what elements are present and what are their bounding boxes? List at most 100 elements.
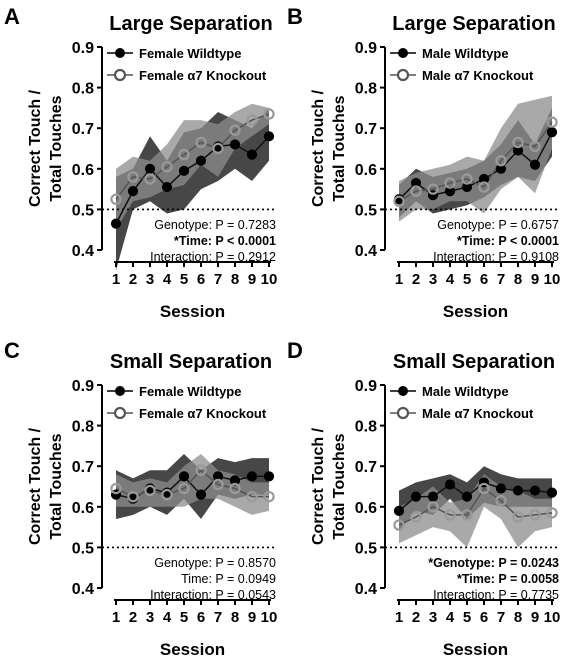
x-tick-label: 4 xyxy=(163,609,172,626)
x-tick-label: 9 xyxy=(531,271,539,288)
data-point-series-2 xyxy=(478,482,490,495)
data-point-series-2 xyxy=(127,171,139,183)
y-tick-label: 0.6 xyxy=(72,500,94,517)
y-tick-label: 0.9 xyxy=(355,40,377,57)
y-tick-label: 0.9 xyxy=(72,378,94,395)
data-point-series-2 xyxy=(161,488,173,501)
data-point-series-2 xyxy=(229,482,241,495)
y-tick-label: 0.4 xyxy=(72,243,94,260)
data-point-series-2 xyxy=(512,136,524,149)
data-point-series-1 xyxy=(512,485,524,496)
x-tick-label: 3 xyxy=(429,271,437,288)
data-point-series-1 xyxy=(546,487,558,498)
stats-line-1: Genotype: P = 0.7283 xyxy=(154,218,276,232)
panel-b: B Large Separation Correct Touch / Total To… xyxy=(287,4,560,321)
data-point-series-2 xyxy=(461,509,473,521)
x-tick-label: 3 xyxy=(146,609,154,626)
data-point-series-2 xyxy=(495,154,507,167)
x-tick-label: 10 xyxy=(261,271,278,288)
legend-marker xyxy=(113,68,127,82)
panel-letter: D xyxy=(287,338,303,363)
x-tick-label: 2 xyxy=(129,271,137,288)
panel-d: D Small Separation Correct Touch / Total To… xyxy=(287,338,561,659)
y-tick-label: 0.7 xyxy=(355,459,377,476)
y-tick-label: 0.4 xyxy=(72,581,94,598)
data-point-series-1 xyxy=(461,491,473,502)
legend-marker xyxy=(115,386,125,396)
x-tick-label: 4 xyxy=(163,271,172,288)
x-tick-label: 10 xyxy=(544,271,561,288)
y-tick-label: 0.5 xyxy=(355,202,377,219)
y-axis-label-line-1: Correct Touch / xyxy=(310,89,327,207)
x-tick-label: 8 xyxy=(514,271,522,288)
data-point-series-2 xyxy=(229,124,241,136)
data-point-series-2 xyxy=(546,116,558,128)
x-tick-label: 10 xyxy=(544,609,561,626)
legend: Female Wildtype Female α7 Knockout xyxy=(107,46,267,83)
data-point-series-2 xyxy=(178,148,190,161)
data-point-series-2 xyxy=(212,142,224,155)
y-tick-label: 0.4 xyxy=(355,581,377,598)
x-tick-label: 7 xyxy=(214,271,222,288)
data-point-series-1 xyxy=(529,159,541,170)
x-tick-label: 4 xyxy=(446,271,455,288)
y-tick-label: 0.5 xyxy=(72,202,94,219)
legend-label: Female α7 Knockout xyxy=(139,68,267,83)
y-tick-label: 0.6 xyxy=(72,162,94,179)
y-tick-label: 0.8 xyxy=(355,81,377,98)
data-point-series-1 xyxy=(195,489,207,500)
stats-line-1: Genotype: P = 0.8570 xyxy=(154,556,276,570)
legend: Female Wildtype Female α7 Knockout xyxy=(107,384,267,421)
panel-letter: C xyxy=(4,338,20,363)
x-tick-label: 6 xyxy=(197,271,205,288)
data-point-series-2 xyxy=(195,464,207,476)
chart-title: Small Separation xyxy=(110,351,272,373)
legend-marker xyxy=(115,48,125,58)
x-tick-label: 7 xyxy=(497,271,505,288)
stats-line-2: *Time: P < 0.0001 xyxy=(457,234,559,248)
x-tick-label: 1 xyxy=(395,609,403,626)
stats-line-3: Interaction: P = 0.7735 xyxy=(433,588,559,602)
x-tick-label: 2 xyxy=(412,271,420,288)
data-point-series-1 xyxy=(127,186,139,197)
x-tick-label: 1 xyxy=(395,271,403,288)
data-point-series-1 xyxy=(427,491,439,502)
legend-marker xyxy=(398,48,408,58)
data-point-series-2 xyxy=(444,177,456,189)
y-tick-label: 0.7 xyxy=(72,459,94,476)
x-tick-label: 5 xyxy=(180,271,188,288)
legend-label: Male Wildtype xyxy=(422,46,509,61)
data-point-series-1 xyxy=(178,471,190,482)
x-tick-label: 1 xyxy=(112,609,120,626)
data-point-series-2 xyxy=(427,501,439,513)
data-point-series-2 xyxy=(263,108,275,120)
y-tick-label: 0.5 xyxy=(72,540,94,557)
legend-label: Male α7 Knockout xyxy=(422,68,534,83)
legend-label: Female Wildtype xyxy=(139,384,241,399)
data-point-series-2 xyxy=(110,482,122,495)
data-point-series-2 xyxy=(529,140,541,153)
data-point-series-1 xyxy=(246,149,258,160)
stats-line-1: *Genotype: P = 0.0243 xyxy=(428,556,559,570)
x-tick-label: 5 xyxy=(180,609,188,626)
x-tick-label: 6 xyxy=(197,609,205,626)
data-point-series-2 xyxy=(178,482,190,495)
series-line-2 xyxy=(115,469,269,498)
legend: Male Wildtype Male α7 Knockout xyxy=(390,384,534,421)
x-axis-label: Session xyxy=(160,302,225,321)
x-tick-label: 5 xyxy=(463,609,471,626)
data-point-series-2 xyxy=(246,490,258,503)
data-point-series-1 xyxy=(110,218,122,229)
x-tick-label: 4 xyxy=(446,609,455,626)
y-tick-label: 0.8 xyxy=(355,419,377,436)
stats-line-3: Interaction: P = 0.0543 xyxy=(150,588,276,602)
data-point-series-2 xyxy=(127,490,139,503)
x-tick-label: 7 xyxy=(214,609,222,626)
x-tick-label: 8 xyxy=(231,271,239,288)
x-axis-label: Session xyxy=(443,302,508,321)
x-tick-label: 5 xyxy=(463,271,471,288)
x-tick-label: 2 xyxy=(129,609,137,626)
data-point-series-1 xyxy=(246,471,258,482)
x-tick-label: 6 xyxy=(480,609,488,626)
